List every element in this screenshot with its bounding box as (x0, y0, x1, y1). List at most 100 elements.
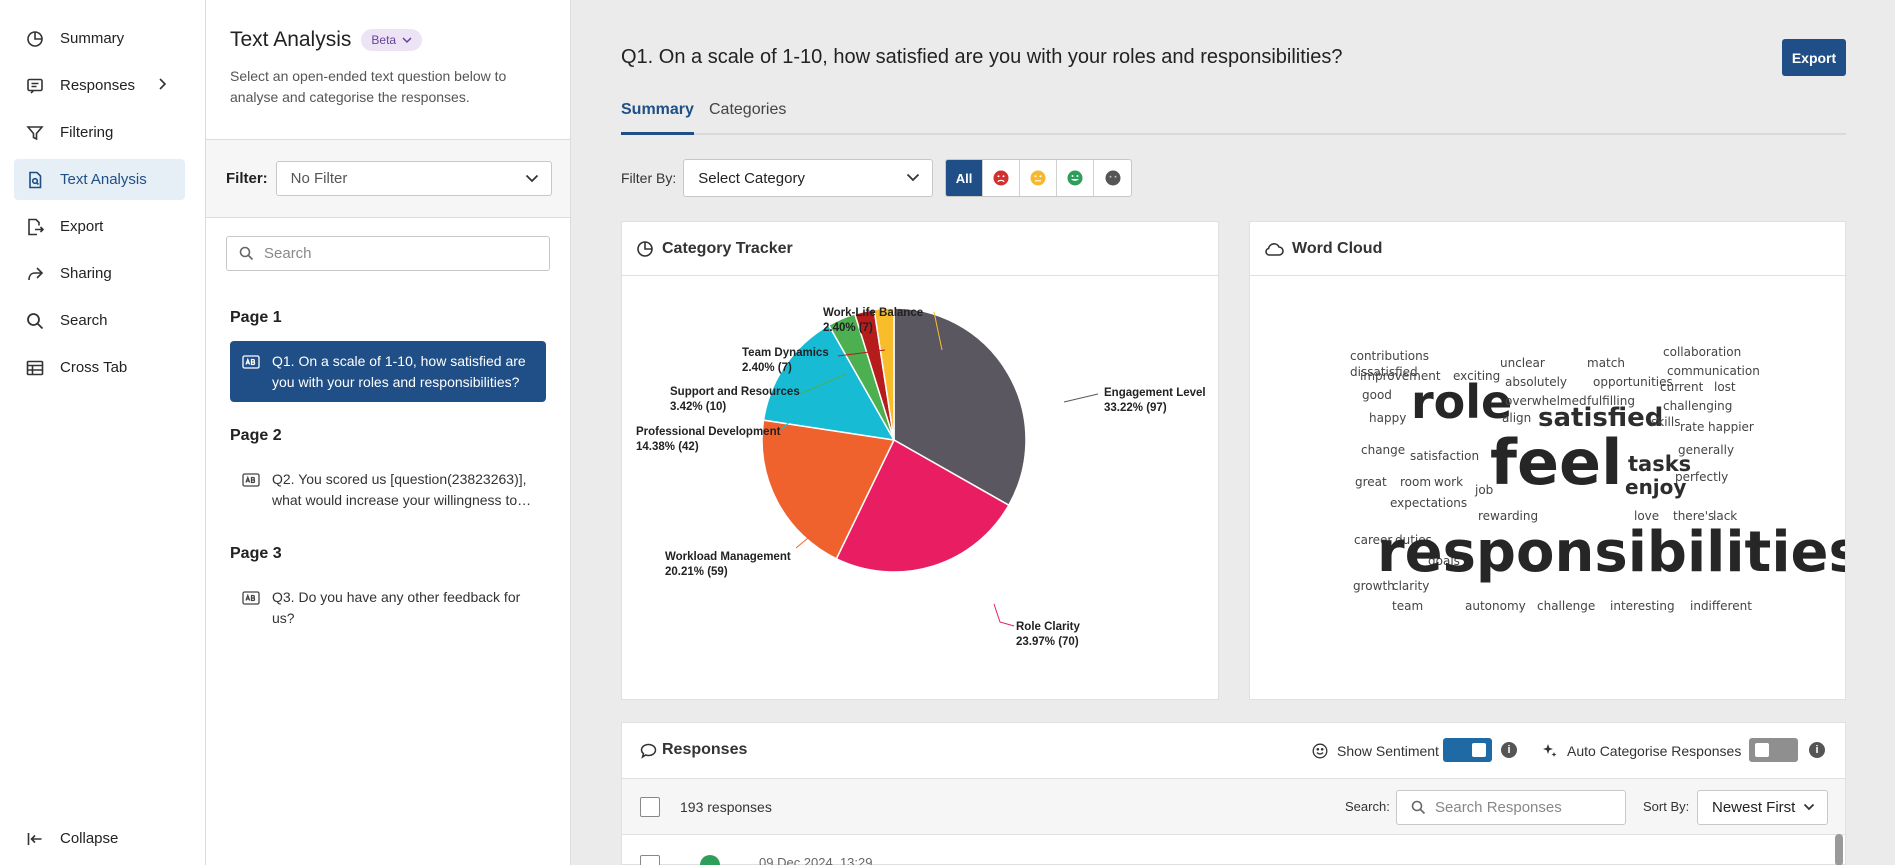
info-icon[interactable]: i (1501, 742, 1517, 758)
nav-item-text-analysis[interactable]: Text Analysis (14, 159, 185, 200)
word-cloud-word[interactable]: contributions (1350, 349, 1429, 363)
category-tracker-card: Category Tracker Engagement Level 33.22% … (621, 221, 1219, 700)
word-cloud-word[interactable]: love (1634, 509, 1659, 523)
word-cloud-word[interactable]: clarity (1392, 579, 1429, 593)
word-cloud-word[interactable]: role (1411, 375, 1512, 429)
word-cloud-word[interactable]: fulfilling (1587, 394, 1635, 408)
word-cloud-word[interactable]: opportunities (1593, 375, 1673, 389)
word-cloud-word[interactable]: perfectly (1675, 470, 1728, 484)
auto-categorise-toggle[interactable] (1749, 738, 1798, 762)
responses-search-input[interactable]: Search Responses (1396, 790, 1626, 825)
nav-item-filtering[interactable]: Filtering (14, 112, 185, 153)
question-search-input[interactable]: Search (226, 236, 550, 271)
word-cloud-word[interactable]: career (1354, 533, 1392, 547)
row-checkbox[interactable] (640, 855, 660, 865)
sentiment-positive-button[interactable] (1057, 160, 1094, 196)
nav-item-cross-tab[interactable]: Cross Tab (14, 347, 185, 388)
word-cloud-word[interactable]: absolutely (1505, 375, 1567, 389)
pie-slice[interactable] (893, 307, 1027, 507)
word-cloud-word[interactable]: improvement (1360, 369, 1441, 383)
word-cloud-word[interactable]: happier (1708, 420, 1754, 434)
word-cloud-word[interactable]: dissatisfied (1350, 365, 1418, 379)
export-button[interactable]: Export (1782, 39, 1846, 76)
word-cloud-word[interactable]: rewarding (1478, 509, 1538, 523)
nav-item-search[interactable]: Search (14, 300, 185, 341)
auto-categorise-label: Auto Categorise Responses (1567, 743, 1742, 759)
select-all-checkbox[interactable] (640, 797, 660, 817)
word-cloud-word[interactable]: interesting (1610, 599, 1675, 613)
scrollbar[interactable] (1835, 834, 1843, 865)
word-cloud-word[interactable]: autonomy (1465, 599, 1526, 613)
pie-slice[interactable] (873, 307, 895, 441)
word-cloud-word[interactable]: good (1362, 388, 1392, 402)
word-cloud-word[interactable]: there's (1673, 509, 1714, 523)
word-cloud-word[interactable]: feel (1490, 426, 1622, 499)
word-cloud-word[interactable]: goals (1428, 554, 1460, 568)
word-cloud-word[interactable]: align (1502, 411, 1531, 425)
question-item[interactable]: Q3. Do you have any other feedback for u… (230, 577, 546, 638)
word-cloud-word[interactable]: room (1400, 475, 1431, 489)
word-cloud-word[interactable]: team (1392, 599, 1423, 613)
word-cloud-word[interactable]: great (1355, 475, 1387, 489)
collapse-label: Collapse (60, 830, 119, 847)
word-cloud-word[interactable]: rate (1680, 420, 1704, 434)
word-cloud-word[interactable]: satisfaction (1410, 449, 1479, 463)
search-icon (1411, 800, 1426, 815)
pie-slice[interactable] (761, 419, 896, 560)
word-cloud-word[interactable]: generally (1678, 443, 1734, 457)
word-cloud-word[interactable]: skills (1651, 415, 1680, 429)
word-cloud-word[interactable]: happy (1369, 411, 1406, 425)
tab-categories[interactable]: Categories (709, 101, 787, 118)
word-cloud-word[interactable]: job (1474, 483, 1493, 497)
word-cloud-word[interactable]: challenge (1537, 599, 1595, 613)
sentiment-unknown-button[interactable] (1094, 160, 1131, 196)
word-cloud-word[interactable]: satisfied (1538, 403, 1663, 433)
question-item[interactable]: Q2. You scored us [question(23823263)], … (230, 459, 546, 520)
word-cloud-word[interactable]: expectations (1390, 496, 1467, 510)
word-cloud-word[interactable]: change (1361, 443, 1405, 457)
search-icon (239, 246, 254, 261)
beta-badge[interactable]: Beta (361, 29, 423, 51)
info-icon[interactable]: i (1809, 742, 1825, 758)
word-cloud-word[interactable]: exciting (1453, 369, 1500, 383)
word-cloud-word[interactable]: match (1587, 356, 1625, 370)
nav-item-responses[interactable]: Responses (14, 65, 185, 106)
sentiment-neutral-button[interactable] (1020, 160, 1057, 196)
nav-item-export[interactable]: Export (14, 206, 185, 247)
sentiment-all-button[interactable]: All (946, 160, 983, 196)
word-cloud-word[interactable]: collaboration (1663, 345, 1741, 359)
word-cloud-word[interactable]: indifferent (1690, 599, 1752, 613)
responses-toolbar: 193 responses Search: Search Responses S… (622, 779, 1845, 835)
message-square-icon (25, 76, 45, 96)
tab-summary[interactable]: Summary (621, 101, 694, 135)
word-cloud-word[interactable]: work (1434, 475, 1463, 489)
word-cloud-word[interactable]: responsibilities (1377, 520, 1845, 585)
sort-select[interactable]: Newest First (1697, 790, 1828, 825)
word-cloud-word[interactable]: unclear (1500, 356, 1545, 370)
show-sentiment-toggle[interactable] (1443, 738, 1492, 762)
word-cloud-word[interactable]: lack (1713, 509, 1737, 523)
word-cloud-word[interactable]: duties (1395, 533, 1432, 547)
word-cloud-header: Word Cloud (1250, 222, 1845, 276)
filter-select[interactable]: No Filter (275, 161, 552, 196)
sentiment-negative-button[interactable] (983, 160, 1020, 196)
category-select[interactable]: Select Category (683, 159, 934, 197)
word-cloud-word[interactable]: current (1660, 380, 1704, 394)
word-cloud-word[interactable]: lost (1714, 380, 1736, 394)
word-cloud-word[interactable]: enjoy (1625, 475, 1686, 499)
smiley-icon (1312, 743, 1328, 759)
word-cloud-word[interactable]: overwhelmed (1505, 394, 1587, 408)
question-item[interactable]: Q1. On a scale of 1-10, how satisfied ar… (230, 341, 546, 402)
word-cloud-word[interactable]: communication (1667, 364, 1760, 378)
word-cloud-word[interactable]: tasks (1628, 452, 1691, 476)
word-cloud-word[interactable]: challenging (1663, 399, 1732, 413)
nav-item-sharing[interactable]: Sharing (14, 253, 185, 294)
word-cloud-word[interactable]: growth (1353, 579, 1395, 593)
pie-slice[interactable] (835, 438, 1010, 573)
pie-slice[interactable] (762, 324, 896, 441)
nav-item-summary[interactable]: Summary (14, 18, 185, 59)
cloud-icon (1264, 241, 1284, 257)
nav-label: Cross Tab (60, 359, 128, 376)
search-icon (25, 311, 45, 331)
collapse-button[interactable]: Collapse (14, 818, 185, 859)
